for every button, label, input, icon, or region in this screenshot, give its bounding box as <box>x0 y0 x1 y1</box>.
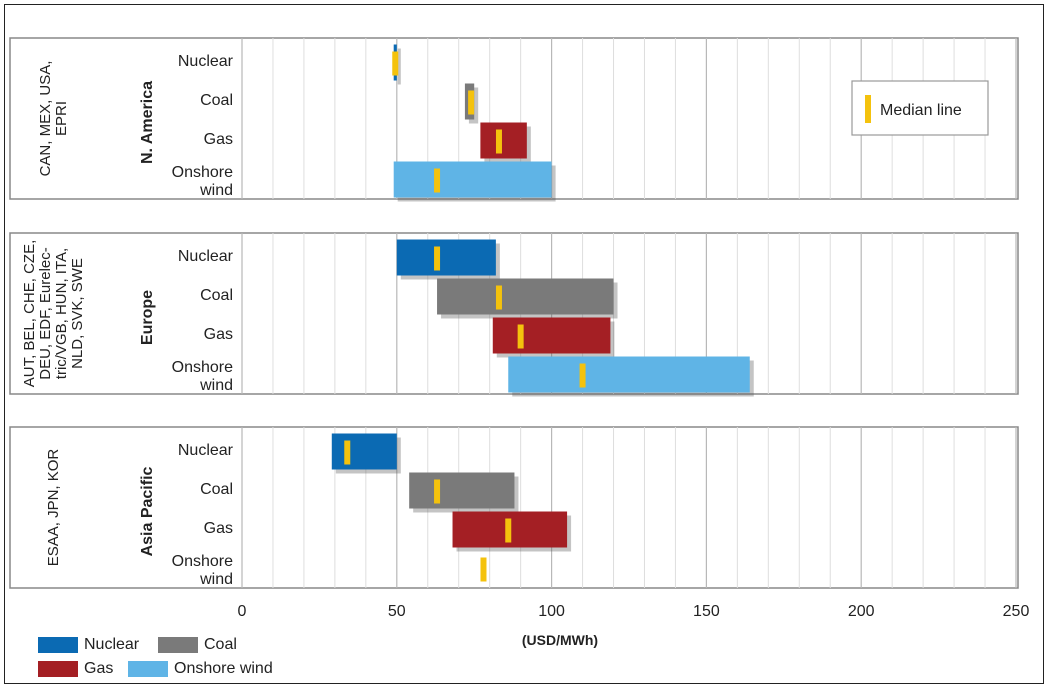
legend-item-coal: Coal <box>158 636 237 654</box>
legend-swatch-gas <box>38 661 78 677</box>
legend-label-coal: Coal <box>204 636 237 653</box>
bar-n-america-gas <box>480 122 527 159</box>
category-label-asia-pacific-coal: Coal <box>200 481 233 498</box>
countries-label-europe-2: tric/VGB, HUN, ITA, <box>53 248 70 379</box>
legend-swatch-onshore-wind <box>128 661 168 677</box>
bar-europe-nuclear <box>396 239 496 276</box>
region-label-asia-pacific: Asia Pacific <box>139 466 156 556</box>
countries-label-europe-0: AUT, BEL, CHE, CZE, <box>21 240 38 388</box>
panel-frame-europe <box>9 232 1019 395</box>
x-tick-label-250: 250 <box>1003 603 1030 620</box>
category-label-europe-onshore-wind-2: wind <box>199 377 233 394</box>
region-label-europe: Europe <box>139 290 156 345</box>
x-axis-label: (USD/MWh) <box>521 632 599 648</box>
panel-frame-n-america <box>9 37 1019 200</box>
category-label-europe-nuclear: Nuclear <box>178 248 234 265</box>
median-asia-pacific-coal <box>434 479 441 504</box>
category-label-asia-pacific-onshore-wind-2: wind <box>199 571 233 588</box>
countries-label-n-america-0: CAN, MEX, USA, <box>37 61 54 177</box>
x-tick-label-0: 0 <box>238 603 247 620</box>
panel-frame-asia-pacific <box>9 426 1019 589</box>
median-legend-label: Median line <box>880 102 962 119</box>
median-asia-pacific-onshore-wind <box>480 557 487 582</box>
median-legend-box <box>851 80 989 136</box>
category-label-n-america-gas: Gas <box>204 131 233 148</box>
category-label-asia-pacific-onshore-wind-1: Onshore <box>172 553 233 570</box>
bar-europe-gas <box>492 317 611 354</box>
category-label-n-america-onshore-wind-1: Onshore <box>172 164 233 181</box>
legend: Nuclear Coal Gas Onshore wind <box>38 632 338 682</box>
x-tick-label-150: 150 <box>693 603 720 620</box>
category-label-n-america-nuclear: Nuclear <box>178 53 234 70</box>
bar-n-america-onshore-wind <box>393 161 552 198</box>
median-n-america-gas <box>495 129 502 154</box>
legend-label-onshore-wind: Onshore wind <box>174 660 273 677</box>
category-label-n-america-onshore-wind-2: wind <box>199 182 233 199</box>
countries-label-asia-pacific-0: ESAA, JPN, KOR <box>45 449 62 567</box>
median-europe-coal <box>495 285 502 310</box>
legend-item-nuclear: Nuclear <box>38 636 139 654</box>
median-asia-pacific-nuclear <box>344 440 351 465</box>
median-europe-gas <box>517 324 524 349</box>
median-asia-pacific-gas <box>505 518 512 543</box>
category-label-asia-pacific-gas: Gas <box>204 520 233 537</box>
x-tick-label-200: 200 <box>848 603 875 620</box>
countries-label-n-america-1: EPRI <box>53 101 70 136</box>
median-europe-nuclear <box>434 246 441 271</box>
legend-item-onshore-wind: Onshore wind <box>128 660 273 678</box>
x-tick-label-50: 50 <box>388 603 406 620</box>
median-n-america-nuclear <box>392 51 399 76</box>
bar-europe-onshore-wind <box>508 356 750 393</box>
countries-label-europe-1: DEU, EDF, Eurelec- <box>37 247 54 380</box>
bar-asia-pacific-nuclear <box>331 433 397 470</box>
bar-europe-coal <box>437 278 614 315</box>
legend-label-nuclear: Nuclear <box>84 636 140 653</box>
region-label-n-america: N. America <box>139 81 156 164</box>
legend-label-gas: Gas <box>84 660 114 677</box>
legend-swatch-nuclear <box>38 637 78 653</box>
category-label-europe-coal: Coal <box>200 287 233 304</box>
median-legend-swatch <box>865 95 871 123</box>
countries-label-europe-3: NLD, SVK, SWE <box>69 258 86 369</box>
median-n-america-onshore-wind <box>434 168 441 193</box>
category-label-europe-onshore-wind-1: Onshore <box>172 359 233 376</box>
x-tick-label-100: 100 <box>538 603 565 620</box>
bar-asia-pacific-coal <box>409 472 515 509</box>
category-label-n-america-coal: Coal <box>200 92 233 109</box>
median-europe-onshore-wind <box>579 363 586 388</box>
legend-swatch-coal <box>158 637 198 653</box>
category-label-asia-pacific-nuclear: Nuclear <box>178 442 234 459</box>
legend-item-gas: Gas <box>38 660 113 678</box>
category-label-europe-gas: Gas <box>204 326 233 343</box>
median-n-america-coal <box>468 90 475 115</box>
bar-shadow-n-america-nuclear <box>397 48 401 85</box>
figure-frame <box>4 4 1044 684</box>
